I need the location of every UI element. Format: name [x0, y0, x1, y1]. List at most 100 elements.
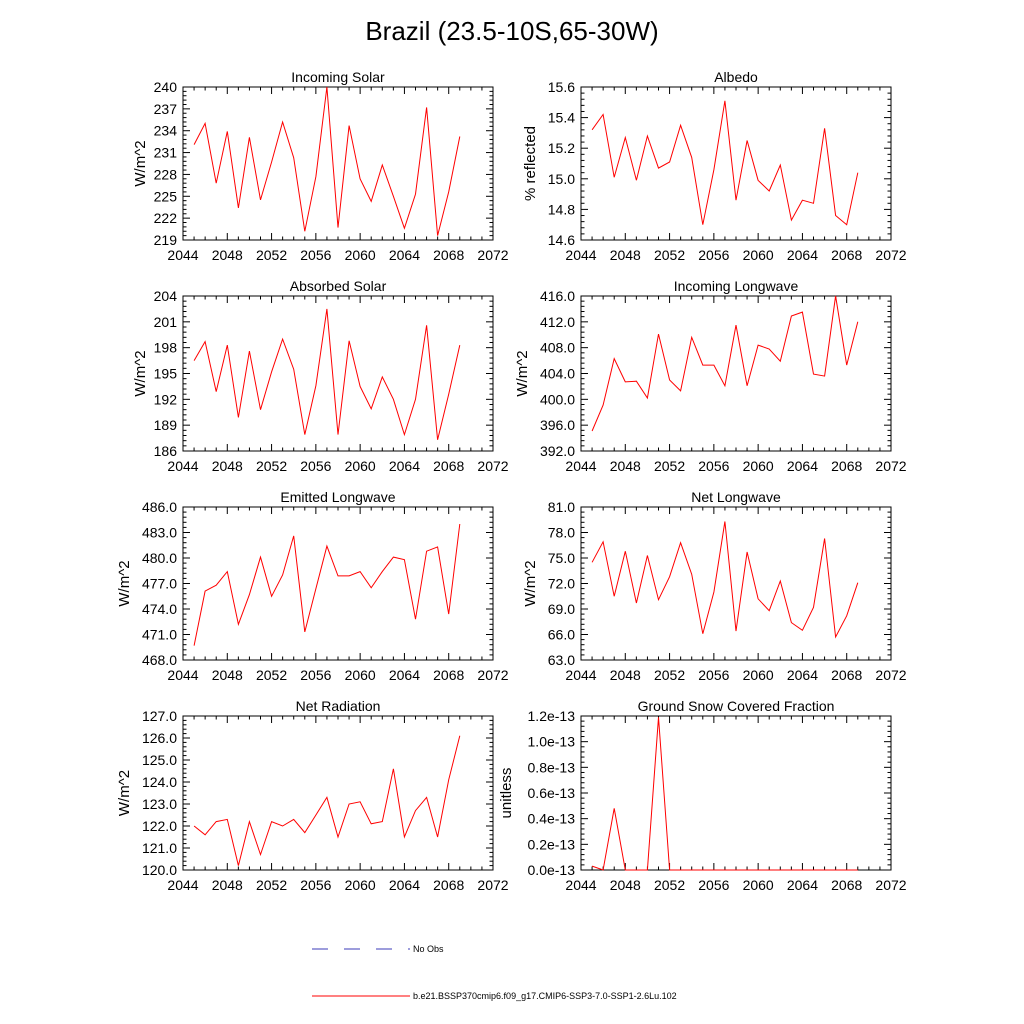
y-tick-label: 225 [154, 188, 178, 204]
y-axis-label: unitless [498, 768, 515, 819]
y-tick-label: 204 [154, 288, 178, 304]
x-tick-label: 2064 [787, 247, 818, 263]
x-tick-label: 2048 [212, 877, 243, 893]
series-line-1 [591, 100, 859, 226]
x-tick-label: 2064 [389, 247, 420, 263]
y-tick-label: 198 [154, 340, 178, 356]
y-tick-label: 412.0 [540, 314, 575, 330]
x-tick-label: 2068 [433, 877, 464, 893]
y-tick-label: 228 [154, 166, 178, 182]
series-line-1 [193, 86, 461, 236]
y-tick-label: 75.0 [548, 550, 575, 566]
x-tick-label: 2048 [610, 247, 641, 263]
x-tick-label: 2052 [654, 877, 685, 893]
x-tick-label: 2068 [831, 247, 862, 263]
y-tick-label: 237 [154, 101, 178, 117]
y-tick-label: 480.0 [142, 550, 177, 566]
x-tick-label: 2052 [654, 247, 685, 263]
panel-title: Incoming Longwave [674, 278, 799, 294]
x-tick-label: 2072 [875, 247, 906, 263]
x-tick-label: 2056 [300, 458, 331, 474]
x-tick-label: 2060 [743, 247, 774, 263]
x-tick-label: 2044 [167, 877, 198, 893]
y-tick-label: 468.0 [142, 652, 177, 668]
y-tick-label: 124.0 [142, 774, 177, 790]
x-tick-label: 2060 [743, 667, 774, 683]
x-tick-label: 2072 [477, 877, 508, 893]
x-tick-label: 2072 [875, 458, 906, 474]
y-tick-label: 486.0 [142, 499, 177, 515]
y-tick-label: 15.4 [548, 110, 575, 126]
y-tick-label: 219 [154, 232, 178, 248]
x-tick-label: 2072 [875, 877, 906, 893]
y-tick-label: 78.0 [548, 525, 575, 541]
chart-panel-3: Absorbed Solar 2044 2048 2052 2056 2060 2064 20… [132, 278, 509, 474]
y-tick-label: 234 [154, 123, 178, 139]
x-tick-label: 2060 [743, 877, 774, 893]
x-tick-label: 2064 [389, 877, 420, 893]
plot-frame [580, 715, 892, 871]
y-tick-label: 0.8e-13 [528, 759, 576, 775]
chart-panel-5: Emitted Longwave 2044 2048 2052 2056 2060 2064… [116, 489, 509, 683]
x-tick-label: 2052 [654, 458, 685, 474]
x-tick-label: 2064 [389, 458, 420, 474]
chart-panel-6: Net Longwave 2044 2048 2052 2056 2060 2064 2068… [522, 489, 907, 683]
y-tick-label: 186 [154, 443, 178, 459]
x-tick-label: 2064 [787, 877, 818, 893]
series-line-1 [193, 308, 461, 440]
chart-panel-1: Incoming Solar 2044 2048 2052 2056 2060 2064 20… [132, 69, 509, 263]
y-tick-label: 121.0 [142, 840, 177, 856]
y-tick-label: 416.0 [540, 288, 575, 304]
panel-title: Ground Snow Covered Fraction [638, 698, 835, 714]
plot-frame [182, 295, 494, 452]
x-tick-label: 2056 [698, 247, 729, 263]
x-tick-label: 2060 [345, 458, 376, 474]
y-tick-label: 477.0 [142, 576, 177, 592]
x-tick-label: 2072 [875, 667, 906, 683]
y-tick-label: 201 [154, 314, 178, 330]
series-line-1 [193, 523, 461, 646]
plot-frame [580, 506, 892, 661]
legend-label-model-run: b.e21.BSSP370cmip6.f09_g17.CMIP6-SSP3-7.… [413, 991, 677, 1001]
x-tick-label: 2064 [787, 458, 818, 474]
chart-panel-4: Incoming Longwave 2044 2048 2052 2056 2060 206… [514, 278, 907, 474]
plot-frame [182, 86, 494, 241]
y-axis-label: W/m^2 [116, 560, 133, 606]
y-tick-label: 471.0 [142, 627, 177, 643]
x-tick-label: 2072 [477, 667, 508, 683]
x-tick-label: 2048 [610, 877, 641, 893]
y-tick-label: 0.2e-13 [528, 836, 576, 852]
x-tick-label: 2044 [167, 458, 198, 474]
y-tick-label: 0.4e-13 [528, 811, 576, 827]
x-tick-label: 2052 [256, 877, 287, 893]
y-tick-label: 81.0 [548, 499, 575, 515]
x-tick-label: 2048 [610, 458, 641, 474]
y-tick-label: 127.0 [142, 708, 177, 724]
y-axis-label: W/m^2 [522, 560, 539, 606]
x-tick-label: 2048 [212, 247, 243, 263]
y-tick-label: 192 [154, 391, 178, 407]
x-tick-label: 2064 [389, 667, 420, 683]
x-tick-label: 2072 [477, 458, 508, 474]
plot-frame [580, 86, 892, 241]
y-tick-label: 122.0 [142, 818, 177, 834]
x-tick-label: 2060 [345, 877, 376, 893]
y-tick-label: 126.0 [142, 730, 177, 746]
figure-title: Brazil (23.5-10S,65-30W) [365, 16, 658, 46]
series-line-1 [591, 295, 859, 432]
panel-grid: Incoming Solar 2044 2048 2052 2056 2060 2064 20… [116, 69, 907, 893]
chart-panel-8: Ground Snow Covered Fraction 2044 2048 2052… [498, 698, 907, 893]
x-tick-label: 2048 [212, 667, 243, 683]
y-axis-label: W/m^2 [514, 350, 531, 396]
y-axis-label: W/m^2 [132, 350, 149, 396]
x-tick-label: 2056 [300, 667, 331, 683]
y-tick-label: 72.0 [548, 576, 575, 592]
x-tick-label: 2052 [654, 667, 685, 683]
x-tick-label: 2068 [831, 877, 862, 893]
x-tick-label: 2044 [565, 877, 596, 893]
y-tick-label: 392.0 [540, 443, 575, 459]
panel-title: Incoming Solar [291, 69, 385, 85]
x-tick-label: 2056 [698, 877, 729, 893]
x-tick-label: 2052 [256, 247, 287, 263]
